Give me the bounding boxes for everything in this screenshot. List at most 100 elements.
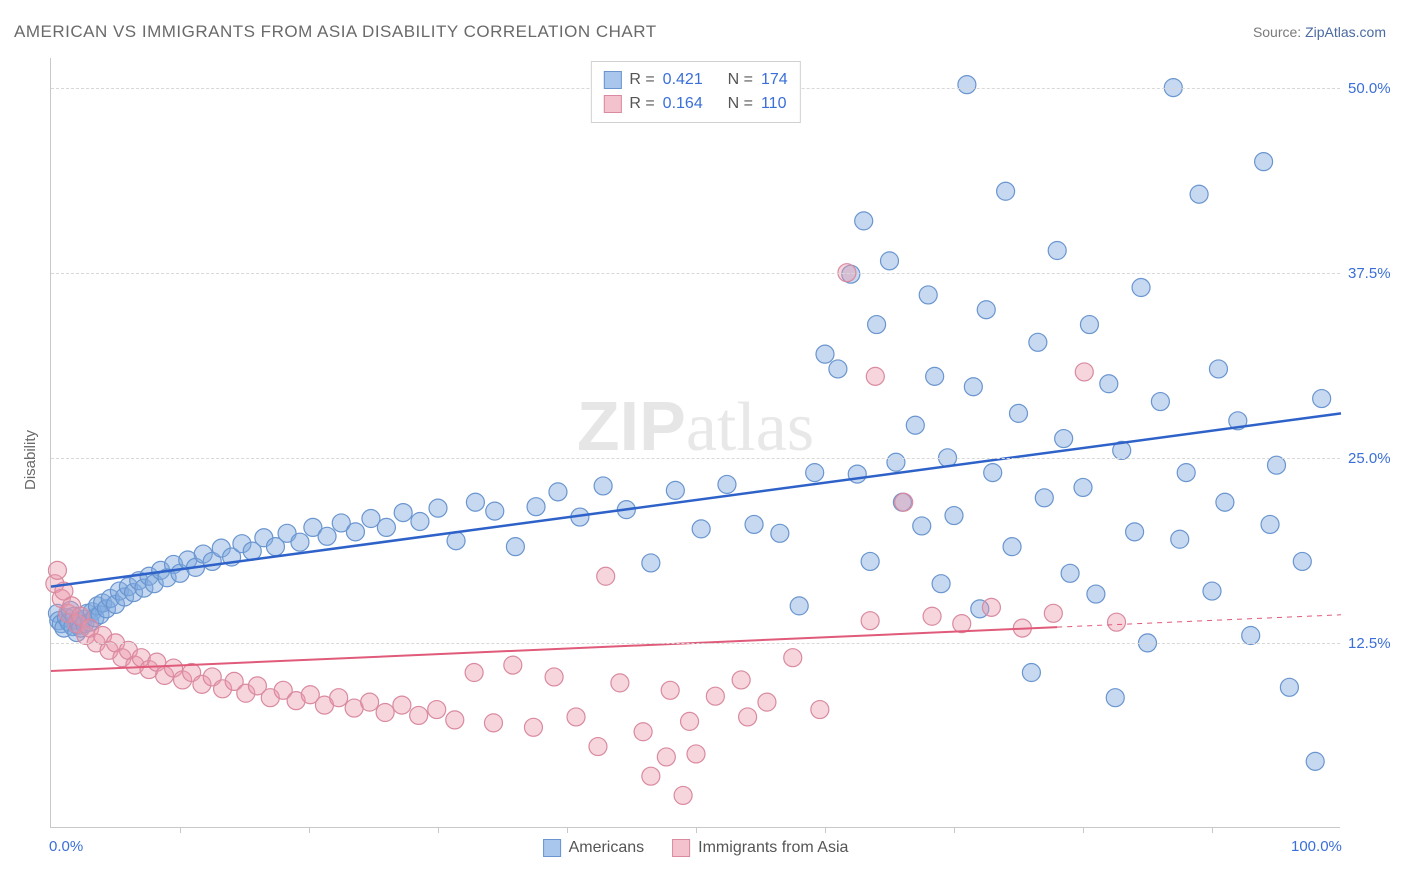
scatter-point: [790, 597, 808, 615]
scatter-point: [666, 481, 684, 499]
scatter-point: [318, 527, 336, 545]
scatter-point: [1075, 363, 1093, 381]
scatter-point: [48, 561, 66, 579]
scatter-point: [504, 656, 522, 674]
y-tick-label: 25.0%: [1348, 450, 1406, 467]
chart-title: AMERICAN VS IMMIGRANTS FROM ASIA DISABIL…: [14, 22, 657, 42]
scatter-point: [923, 607, 941, 625]
x-tick-mark: [567, 827, 568, 833]
legend-swatch: [672, 839, 690, 857]
scatter-point: [567, 708, 585, 726]
scatter-point: [887, 453, 905, 471]
scatter-point: [1048, 242, 1066, 260]
scatter-point: [1061, 564, 1079, 582]
x-tick-mark: [954, 827, 955, 833]
scatter-point: [868, 316, 886, 334]
scatter-point: [466, 493, 484, 511]
scatter-point: [1080, 316, 1098, 334]
scatter-point: [394, 504, 412, 522]
scatter-point: [1010, 404, 1028, 422]
scatter-point: [1216, 493, 1234, 511]
scatter-point: [895, 493, 913, 511]
scatter-point: [594, 477, 612, 495]
legend-item: Immigrants from Asia: [672, 839, 848, 857]
scatter-point: [611, 674, 629, 692]
scatter-point: [958, 76, 976, 94]
scatter-point: [410, 706, 428, 724]
scatter-point: [1055, 430, 1073, 448]
x-tick-mark: [438, 827, 439, 833]
scatter-point: [982, 598, 1000, 616]
scatter-point: [1306, 752, 1324, 770]
scatter-point: [1108, 613, 1126, 631]
legend-N-label: N =: [728, 92, 753, 116]
source-label: Source: ZipAtlas.com: [1253, 24, 1386, 40]
scatter-point: [291, 533, 309, 551]
y-tick-label: 50.0%: [1348, 80, 1406, 97]
scatter-point: [429, 499, 447, 517]
scatter-point: [861, 552, 879, 570]
scatter-point: [945, 507, 963, 525]
scatter-point: [634, 723, 652, 741]
scatter-point: [1177, 464, 1195, 482]
legend-series: Americans Immigrants from Asia: [543, 839, 849, 857]
scatter-point: [1313, 390, 1331, 408]
scatter-point: [919, 286, 937, 304]
scatter-point: [657, 748, 675, 766]
scatter-point: [642, 767, 660, 785]
scatter-point: [855, 212, 873, 230]
scatter-point: [829, 360, 847, 378]
legend-label: Immigrants from Asia: [698, 839, 848, 857]
scatter-point: [1171, 530, 1189, 548]
scatter-point: [906, 416, 924, 434]
scatter-point: [861, 612, 879, 630]
scatter-point: [997, 182, 1015, 200]
x-tick-mark: [1083, 827, 1084, 833]
scatter-point: [692, 520, 710, 538]
gridline: [51, 643, 1340, 644]
y-tick-label: 37.5%: [1348, 265, 1406, 282]
scatter-point: [866, 367, 884, 385]
scatter-point: [932, 575, 950, 593]
legend-swatch: [543, 839, 561, 857]
source-link[interactable]: ZipAtlas.com: [1305, 24, 1386, 40]
scatter-point: [806, 464, 824, 482]
trend-line-dashed: [1057, 615, 1341, 627]
scatter-point: [1074, 478, 1092, 496]
trend-line: [51, 627, 1057, 671]
scatter-point: [524, 718, 542, 736]
x-tick-mark: [696, 827, 697, 833]
x-tick-mark: [180, 827, 181, 833]
scatter-point: [984, 464, 1002, 482]
legend-N-label: N =: [728, 68, 753, 92]
scatter-point: [739, 708, 757, 726]
scatter-point: [346, 523, 364, 541]
scatter-point: [784, 649, 802, 667]
scatter-point: [1293, 552, 1311, 570]
x-tick-label: 0.0%: [49, 838, 83, 855]
scatter-point: [964, 378, 982, 396]
scatter-point: [1190, 185, 1208, 203]
legend-stats: R = 0.421 N = 174R = 0.164 N = 110: [590, 61, 800, 123]
legend-label: Americans: [569, 839, 645, 857]
scatter-point: [1044, 604, 1062, 622]
scatter-point: [446, 711, 464, 729]
scatter-point: [361, 693, 379, 711]
scatter-point: [1087, 585, 1105, 603]
scatter-point: [732, 671, 750, 689]
legend-N-value: 174: [761, 68, 788, 92]
scatter-point: [953, 615, 971, 633]
scatter-point: [811, 701, 829, 719]
scatter-point: [1255, 153, 1273, 171]
legend-stats-row: R =0.164 N =110: [603, 92, 787, 116]
legend-stats-row: R = 0.421 N = 174: [603, 68, 787, 92]
legend-R-label: R =: [629, 68, 654, 92]
legend-N-value: 110: [761, 92, 787, 116]
gridline: [51, 273, 1340, 274]
scatter-point: [771, 524, 789, 542]
source-prefix: Source:: [1253, 24, 1305, 40]
legend-R-value: 0.421: [663, 68, 703, 92]
scatter-point: [913, 517, 931, 535]
legend-R-value: 0.164: [663, 92, 703, 116]
plot-area: ZIPatlas R =0.421 N =174R =0.164 N =110 …: [50, 58, 1340, 828]
